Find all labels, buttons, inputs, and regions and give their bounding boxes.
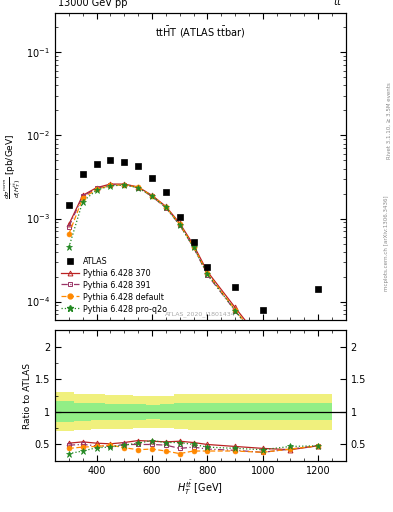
Pythia 6.428 391 xyxy=(66,224,71,230)
Pythia 6.428 default xyxy=(191,244,196,250)
Pythia 6.428 391 xyxy=(163,205,168,211)
ATLAS xyxy=(163,189,168,195)
ATLAS xyxy=(136,163,140,169)
Pythia 6.428 370 xyxy=(122,181,127,187)
Pythia 6.428 pro-q2o xyxy=(191,244,196,250)
ATLAS xyxy=(94,161,99,167)
Pythia 6.428 370 xyxy=(80,193,85,199)
Pythia 6.428 pro-q2o xyxy=(163,204,168,210)
Pythia 6.428 pro-q2o xyxy=(177,222,182,228)
Pythia 6.428 default xyxy=(150,193,154,199)
Line: Pythia 6.428 370: Pythia 6.428 370 xyxy=(66,182,321,406)
Pythia 6.428 370 xyxy=(136,184,140,190)
Pythia 6.428 pro-q2o xyxy=(108,183,113,189)
Pythia 6.428 default xyxy=(80,195,85,201)
Text: mcplots.cern.ch [arXiv:1306.3436]: mcplots.cern.ch [arXiv:1306.3436] xyxy=(384,196,389,291)
Pythia 6.428 391 xyxy=(94,185,99,191)
Text: Rivet 3.1.10, ≥ 3.5M events: Rivet 3.1.10, ≥ 3.5M events xyxy=(387,82,392,159)
Pythia 6.428 pro-q2o xyxy=(261,343,265,349)
Pythia 6.428 391 xyxy=(177,222,182,228)
ATLAS xyxy=(261,307,265,313)
Pythia 6.428 default xyxy=(261,342,265,348)
Pythia 6.428 391 xyxy=(233,308,237,314)
Pythia 6.428 default xyxy=(177,221,182,227)
Y-axis label: Ratio to ATLAS: Ratio to ATLAS xyxy=(23,362,32,429)
Pythia 6.428 pro-q2o xyxy=(66,244,71,250)
Pythia 6.428 pro-q2o xyxy=(150,193,154,199)
Pythia 6.428 default xyxy=(108,182,113,188)
Line: Pythia 6.428 pro-q2o: Pythia 6.428 pro-q2o xyxy=(66,182,321,409)
Pythia 6.428 391 xyxy=(136,185,140,191)
Text: 13000 GeV pp: 13000 GeV pp xyxy=(58,0,127,8)
ATLAS xyxy=(205,264,210,270)
Line: Pythia 6.428 default: Pythia 6.428 default xyxy=(66,182,321,409)
Line: ATLAS: ATLAS xyxy=(66,157,321,338)
Pythia 6.428 391 xyxy=(261,343,265,349)
Pythia 6.428 391 xyxy=(205,272,210,278)
Pythia 6.428 default xyxy=(205,270,210,276)
Pythia 6.428 pro-q2o xyxy=(80,199,85,205)
ATLAS xyxy=(122,159,127,165)
Pythia 6.428 391 xyxy=(316,403,321,409)
Pythia 6.428 370 xyxy=(233,304,237,310)
Pythia 6.428 pro-q2o xyxy=(94,187,99,193)
Pythia 6.428 391 xyxy=(150,193,154,199)
Pythia 6.428 default xyxy=(163,204,168,210)
Pythia 6.428 370 xyxy=(261,339,265,346)
Line: Pythia 6.428 391: Pythia 6.428 391 xyxy=(66,182,321,409)
ATLAS xyxy=(108,157,113,163)
ATLAS xyxy=(80,172,85,178)
Pythia 6.428 391 xyxy=(191,244,196,250)
Text: ATLAS_2020_I1801434: ATLAS_2020_I1801434 xyxy=(165,311,236,317)
Pythia 6.428 370 xyxy=(191,242,196,248)
Pythia 6.428 pro-q2o xyxy=(316,403,321,409)
Pythia 6.428 pro-q2o xyxy=(136,185,140,191)
Pythia 6.428 370 xyxy=(94,185,99,191)
Pythia 6.428 391 xyxy=(288,378,293,385)
Text: $t\bar{t}$: $t\bar{t}$ xyxy=(333,0,343,8)
Pythia 6.428 pro-q2o xyxy=(233,308,237,314)
ATLAS xyxy=(288,332,293,338)
Pythia 6.428 default xyxy=(136,184,140,190)
Pythia 6.428 391 xyxy=(80,193,85,199)
Pythia 6.428 default xyxy=(316,403,321,409)
ATLAS xyxy=(233,284,237,290)
X-axis label: $H_T^{t\bar{t}}$ [GeV]: $H_T^{t\bar{t}}$ [GeV] xyxy=(178,478,223,497)
ATLAS xyxy=(177,214,182,220)
ATLAS xyxy=(316,286,321,292)
ATLAS xyxy=(150,175,154,181)
Pythia 6.428 default xyxy=(288,378,293,385)
Pythia 6.428 370 xyxy=(66,221,71,227)
Legend: ATLAS, Pythia 6.428 370, Pythia 6.428 391, Pythia 6.428 default, Pythia 6.428 pr: ATLAS, Pythia 6.428 370, Pythia 6.428 39… xyxy=(59,255,170,316)
Pythia 6.428 default xyxy=(94,186,99,193)
Pythia 6.428 391 xyxy=(108,182,113,188)
Pythia 6.428 370 xyxy=(316,400,321,406)
Pythia 6.428 370 xyxy=(163,203,168,209)
Pythia 6.428 default xyxy=(66,231,71,237)
Text: tt$\bar{\mathrm{H}}$T (ATLAS t$\bar{\mathrm{t}}$bar): tt$\bar{\mathrm{H}}$T (ATLAS t$\bar{\mat… xyxy=(155,25,246,40)
Pythia 6.428 370 xyxy=(205,268,210,274)
Pythia 6.428 default xyxy=(122,182,127,188)
Pythia 6.428 default xyxy=(233,307,237,313)
ATLAS xyxy=(66,202,71,208)
Pythia 6.428 370 xyxy=(177,220,182,226)
Pythia 6.428 pro-q2o xyxy=(288,378,293,385)
Pythia 6.428 370 xyxy=(150,193,154,199)
Pythia 6.428 pro-q2o xyxy=(205,271,210,277)
Pythia 6.428 370 xyxy=(108,181,113,187)
ATLAS xyxy=(191,239,196,245)
Y-axis label: $\frac{d\sigma^{norm}}{d(H_T^{t\bar{t}})}$ [pb/GeV]: $\frac{d\sigma^{norm}}{d(H_T^{t\bar{t}})… xyxy=(2,134,23,199)
Pythia 6.428 391 xyxy=(122,182,127,188)
Pythia 6.428 370 xyxy=(288,375,293,381)
Pythia 6.428 pro-q2o xyxy=(122,182,127,188)
